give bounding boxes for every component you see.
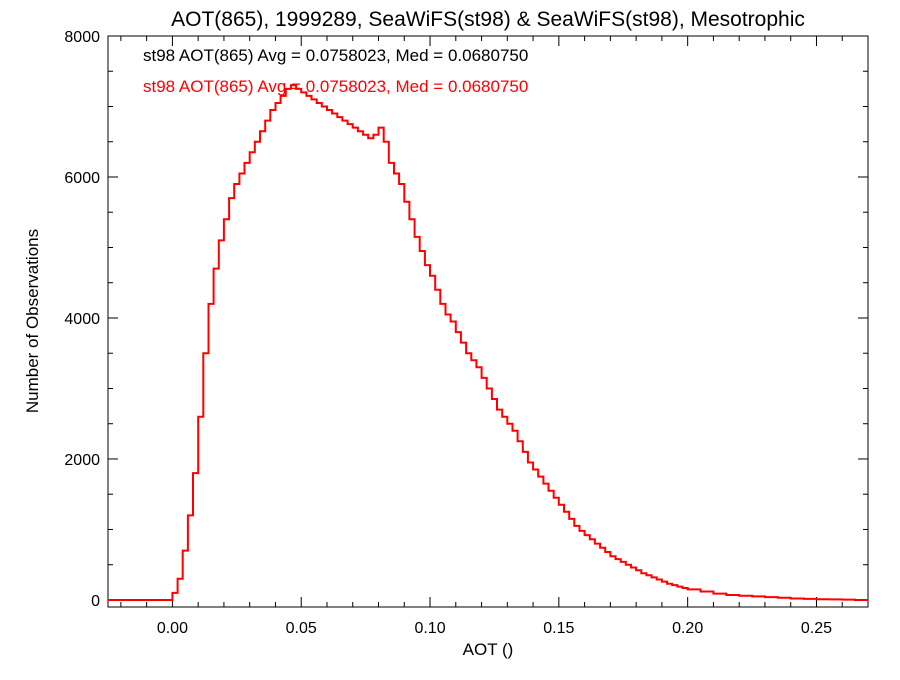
x-tick-label: 0.20 — [672, 620, 703, 637]
x-tick-label: 0.00 — [157, 620, 188, 637]
chart-title: AOT(865), 1999289, SeaWiFS(st98) & SeaWi… — [171, 8, 805, 31]
y-tick-label: 8000 — [64, 29, 100, 46]
annotation-stats-black: st98 AOT(865) Avg = 0.0758023, Med = 0.0… — [143, 46, 528, 65]
x-tick-label: 0.10 — [414, 620, 445, 637]
x-axis-label: AOT () — [463, 640, 514, 659]
plot-frame — [107, 35, 869, 608]
y-tick-label: 4000 — [64, 311, 100, 328]
x-tick-label: 0.25 — [801, 620, 832, 637]
y-axis-label: Number of Observations — [23, 229, 42, 413]
x-tick-label: 0.05 — [286, 620, 317, 637]
y-tick-label: 0 — [91, 593, 100, 610]
y-tick-label: 2000 — [64, 452, 100, 469]
x-tick-label: 0.15 — [543, 620, 574, 637]
histogram-series-line — [108, 84, 868, 601]
y-tick-label: 6000 — [64, 170, 100, 187]
plot-area: 0.00 0.05 0.10 0.15 0.20 0.25 0 2000 4000 6000 800… — [64, 29, 869, 637]
annotation-stats-red: st98 AOT(865) Avg = 0.0758023, Med = 0.0… — [143, 77, 528, 96]
